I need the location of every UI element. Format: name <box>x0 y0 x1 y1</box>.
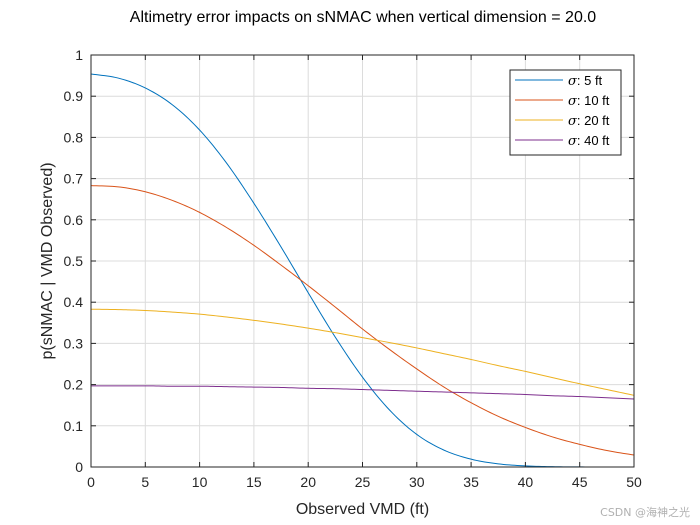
x-tick-label: 50 <box>626 474 642 490</box>
y-tick-label: 0.7 <box>64 171 84 187</box>
legend-entries: σ: 5 ftσ: 10 ftσ: 20 ftσ: 40 ft <box>515 73 610 149</box>
x-tick-label: 45 <box>572 474 588 490</box>
legend-sigma-symbol: σ <box>568 114 578 129</box>
legend-label-text: : 20 ft <box>577 113 610 128</box>
axis-ticks: 0 5 10 15 20 25 30 35 40 45 50 0 0.1 0.2 0.3 0.4 0.5 0.6 0… <box>64 47 642 490</box>
legend-label-text: : 10 ft <box>577 93 610 108</box>
legend-box <box>509 69 622 156</box>
y-tick-label: 0.2 <box>64 377 84 393</box>
y-tick-label: 0.4 <box>64 294 84 310</box>
x-tick-label: 20 <box>300 474 316 490</box>
x-tick-label: 10 <box>192 474 208 490</box>
legend-label-3: σ: 20 ft <box>568 113 610 129</box>
y-tick-label: 0 <box>75 459 83 475</box>
legend-sigma-symbol: σ <box>568 134 578 149</box>
y-tick-label: 0.9 <box>64 88 84 104</box>
legend-sigma-symbol: σ <box>568 94 578 109</box>
y-tick-label: 0.3 <box>64 335 84 351</box>
legend-label-text: : 40 ft <box>577 133 610 148</box>
series-line-1 <box>90 73 634 468</box>
x-tick-label: 35 <box>463 474 479 490</box>
y-tick-label: 0.6 <box>64 212 84 228</box>
legend: σ: 5 ftσ: 10 ftσ: 20 ftσ: 40 ft <box>509 69 622 156</box>
x-axis-label: Observed VMD (ft) <box>296 501 429 518</box>
series-line-2 <box>90 185 635 456</box>
legend-label-text: : 5 ft <box>577 73 603 88</box>
x-tick-label: 25 <box>355 474 371 490</box>
y-axis-label: p(sNMAC | VMD Observed) <box>39 162 56 359</box>
y-tick-label: 0.1 <box>64 418 84 434</box>
legend-label-2: σ: 10 ft <box>568 93 610 109</box>
x-tick-label: 40 <box>518 474 534 490</box>
series-lines <box>90 73 635 468</box>
y-tick-label: 0.5 <box>64 253 84 269</box>
legend-label-4: σ: 40 ft <box>568 133 610 149</box>
x-tick-label: 15 <box>246 474 262 490</box>
watermark-text: CSDN @海神之光 <box>600 505 690 519</box>
series-line-3 <box>90 308 635 396</box>
legend-sigma-symbol: σ <box>568 74 578 89</box>
x-tick-label: 0 <box>87 474 95 490</box>
y-tick-label: 0.8 <box>64 129 84 145</box>
series-line-4 <box>91 385 635 400</box>
legend-label-1: σ: 5 ft <box>568 73 603 89</box>
x-tick-label: 30 <box>409 474 425 490</box>
y-tick-label: 1 <box>75 47 83 63</box>
chart-title: Altimetry error impacts on sNMAC when ve… <box>130 9 596 26</box>
x-tick-label: 5 <box>141 474 149 490</box>
